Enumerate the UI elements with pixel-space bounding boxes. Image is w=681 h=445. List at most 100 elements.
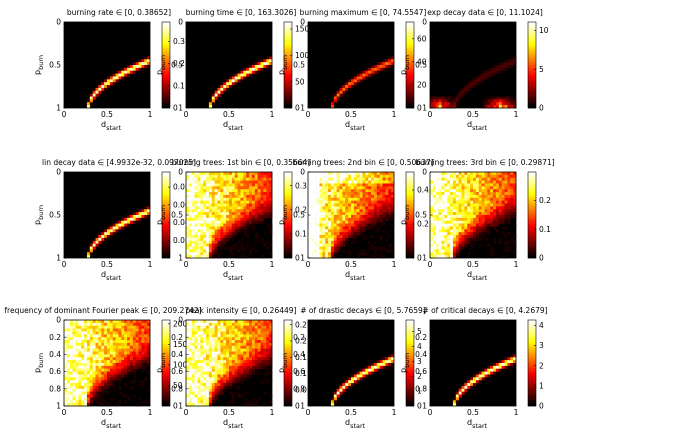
heatmap-cell xyxy=(206,186,210,190)
x-axis-label-sub: start xyxy=(106,274,122,282)
heatmap-cell xyxy=(78,385,82,390)
heatmap-cell xyxy=(135,337,139,341)
colorbar-segment xyxy=(162,30,170,34)
heatmap-cell xyxy=(188,212,193,216)
heatmap-cell xyxy=(501,99,505,103)
heatmap-cell xyxy=(135,340,139,344)
y-axis-label-main: p xyxy=(155,70,164,75)
heatmap-cell xyxy=(432,174,437,179)
heatmap-cell xyxy=(69,328,73,332)
heatmap-cell xyxy=(441,243,445,247)
heatmap-cell xyxy=(336,93,340,97)
heatmap-cell xyxy=(246,206,250,210)
y-tick-label: 0 xyxy=(422,18,427,27)
heatmap-cell xyxy=(81,368,85,372)
colorbar-segment xyxy=(406,80,414,83)
heatmap-cell xyxy=(339,217,343,222)
heatmap-cell xyxy=(501,105,505,109)
heatmap-cell xyxy=(78,368,82,372)
heatmap-cell xyxy=(330,200,335,204)
heatmap-cell xyxy=(220,189,224,193)
heatmap-cell xyxy=(211,252,215,256)
heatmap-cell xyxy=(86,368,91,372)
colorbar-segment xyxy=(162,320,170,323)
heatmap-cell xyxy=(376,206,380,210)
heatmap-cell xyxy=(345,197,349,201)
heatmap-cell xyxy=(450,206,454,210)
heatmap-cell xyxy=(441,255,445,259)
colorbar-segment xyxy=(528,221,536,224)
colorbar-segment xyxy=(162,193,170,196)
heatmap-cell xyxy=(452,177,457,181)
heatmap-cell xyxy=(138,383,142,387)
heatmap-cell xyxy=(138,340,142,344)
heatmap-cell xyxy=(186,351,190,355)
heatmap-cell xyxy=(490,252,494,256)
heatmap-cell xyxy=(211,206,215,210)
colorbar-segment xyxy=(284,249,292,252)
heatmap-cell xyxy=(464,197,468,201)
heatmap-cell xyxy=(188,391,193,395)
heatmap-cell xyxy=(191,371,195,375)
heatmap-cell xyxy=(478,243,482,247)
heatmap-cell xyxy=(461,203,465,207)
heatmap-cell xyxy=(191,189,195,193)
colorbar-segment xyxy=(162,221,170,224)
heatmap-cell xyxy=(342,174,346,179)
heatmap-cell xyxy=(203,177,207,181)
heatmap-cell xyxy=(220,334,224,338)
y-axis-label: pburn xyxy=(33,353,45,373)
heatmap-cell xyxy=(89,385,93,390)
heatmap-cell xyxy=(353,200,358,204)
heatmap-cell xyxy=(231,215,236,219)
heatmap-cell xyxy=(243,334,247,338)
heatmap-cell xyxy=(345,206,349,210)
heatmap-cell xyxy=(481,212,485,216)
heatmap-cell xyxy=(325,240,329,244)
heatmap-cell xyxy=(435,105,439,109)
colorbar-segment xyxy=(406,251,414,254)
heatmap-cell xyxy=(243,328,247,332)
colorbar-segment xyxy=(528,251,536,254)
heatmap-cell xyxy=(501,186,505,190)
heatmap-cell xyxy=(257,70,261,74)
heatmap-cell xyxy=(490,183,494,187)
heatmap-cell xyxy=(206,340,210,344)
heatmap-cell xyxy=(66,383,71,387)
colorbar-segment xyxy=(162,380,170,383)
heatmap-cell xyxy=(319,200,323,204)
colorbar-segment xyxy=(162,247,170,250)
heatmap-cell xyxy=(220,342,224,347)
heatmap-cell xyxy=(325,186,329,190)
heatmap-cell xyxy=(243,232,247,236)
heatmap-cell xyxy=(203,337,207,341)
heatmap-cell xyxy=(86,385,91,390)
heatmap-cell xyxy=(249,331,253,335)
heatmap-cell xyxy=(127,325,131,329)
heatmap-cell xyxy=(92,243,96,247)
heatmap-cell xyxy=(263,174,267,179)
heatmap-cell xyxy=(310,206,315,210)
heatmap-cell xyxy=(507,209,511,213)
heatmap-cell xyxy=(452,192,457,196)
heatmap-cell xyxy=(226,322,230,327)
heatmap-cell xyxy=(260,194,264,199)
heatmap-cell xyxy=(478,200,482,204)
heatmap-cell xyxy=(319,203,323,207)
heatmap-cell xyxy=(447,240,451,244)
heatmap-cell xyxy=(229,374,233,378)
heatmap-cell xyxy=(220,174,224,179)
colorbar-segment xyxy=(528,174,536,177)
heatmap-cell xyxy=(351,203,355,207)
heatmap-cell xyxy=(223,357,227,361)
heatmap-cell xyxy=(92,340,96,344)
heatmap-cell xyxy=(118,223,122,227)
colorbar-segment xyxy=(284,37,292,40)
heatmap-cell xyxy=(186,377,190,381)
heatmap-cell xyxy=(229,246,233,250)
heatmap-cell xyxy=(84,400,88,404)
colorbar-segment xyxy=(284,227,292,231)
colorbar-segment xyxy=(284,208,292,211)
heatmap-cell xyxy=(203,394,207,398)
heatmap-cell xyxy=(336,200,340,204)
